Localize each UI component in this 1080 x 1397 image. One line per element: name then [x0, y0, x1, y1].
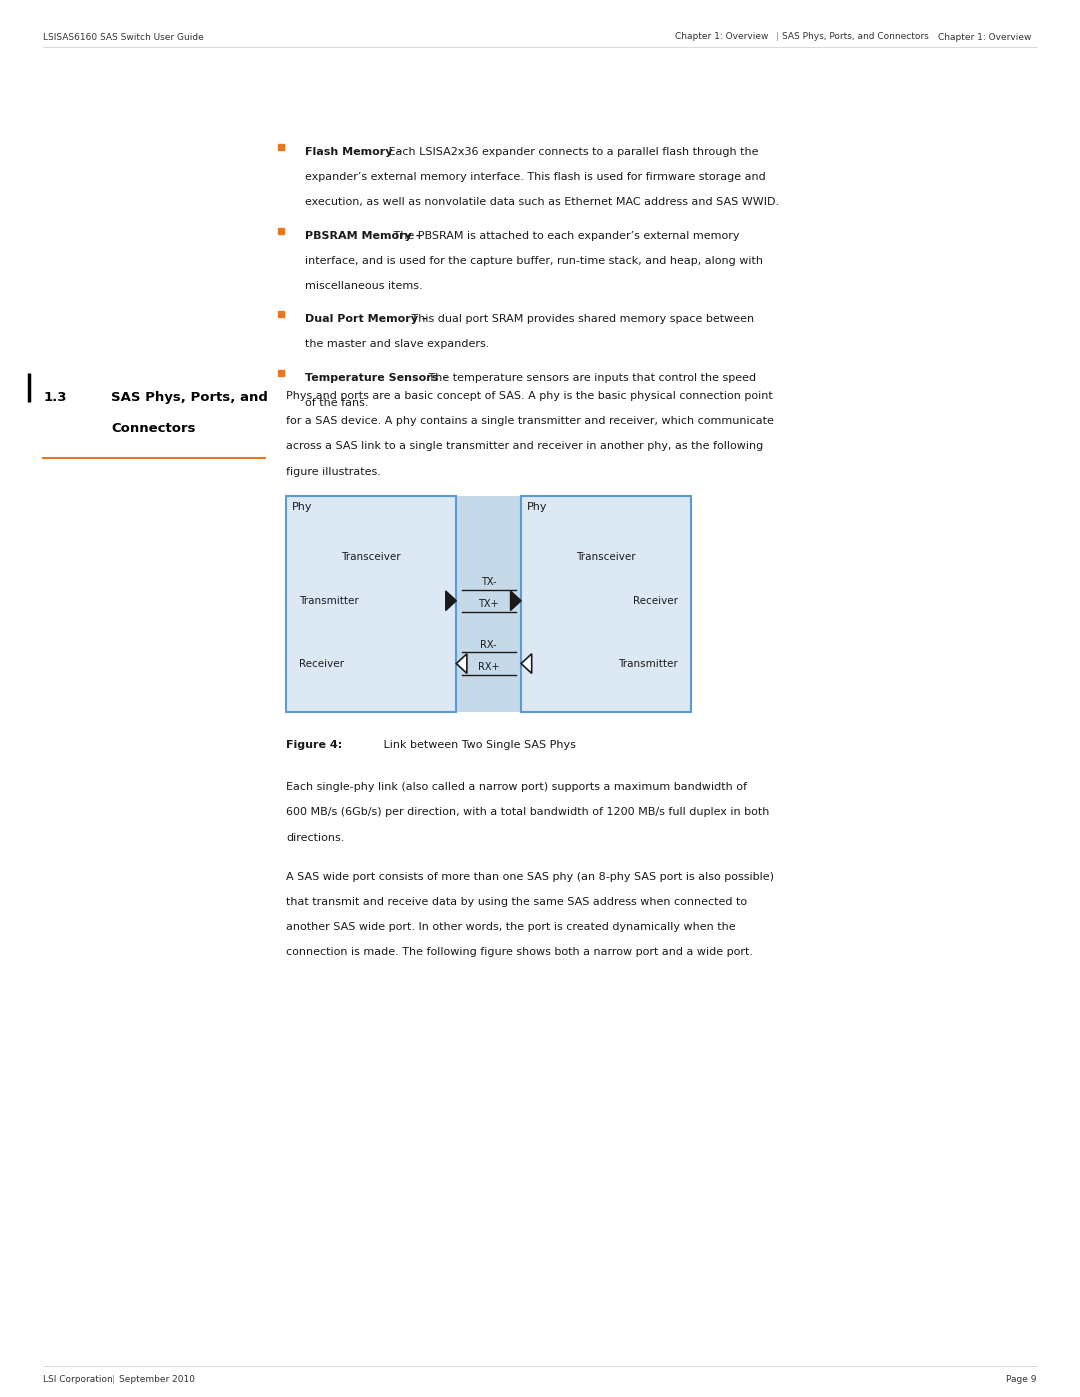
Text: The PBSRAM is attached to each expander’s external memory: The PBSRAM is attached to each expander’…	[391, 231, 740, 240]
Text: Each single-phy link (also called a narrow port) supports a maximum bandwidth of: Each single-phy link (also called a narr…	[286, 782, 747, 792]
Text: |: |	[775, 32, 779, 41]
Polygon shape	[511, 591, 522, 610]
Text: that transmit and receive data by using the same SAS address when connected to: that transmit and receive data by using …	[286, 897, 747, 907]
Polygon shape	[457, 654, 467, 673]
Text: A SAS wide port consists of more than one SAS phy (an 8-phy SAS port is also pos: A SAS wide port consists of more than on…	[286, 872, 774, 882]
Text: Temperature Sensors –: Temperature Sensors –	[305, 373, 447, 383]
Text: This dual port SRAM provides shared memory space between: This dual port SRAM provides shared memo…	[407, 314, 754, 324]
Text: interface, and is used for the capture buffer, run-time stack, and heap, along w: interface, and is used for the capture b…	[305, 256, 762, 265]
FancyBboxPatch shape	[286, 496, 691, 712]
Text: Transmitter: Transmitter	[619, 658, 678, 669]
FancyBboxPatch shape	[286, 496, 457, 712]
Text: Dual Port Memory –: Dual Port Memory –	[305, 314, 427, 324]
Text: connection is made. The following figure shows both a narrow port and a wide por: connection is made. The following figure…	[286, 947, 753, 957]
Text: |: |	[112, 1375, 116, 1383]
Text: Figure 4:: Figure 4:	[286, 740, 342, 750]
Text: TX-: TX-	[481, 577, 497, 587]
Text: of the fans.: of the fans.	[305, 398, 368, 408]
Text: across a SAS link to a single transmitter and receiver in another phy, as the fo: across a SAS link to a single transmitte…	[286, 441, 764, 451]
Text: SAS Phys, Ports, and: SAS Phys, Ports, and	[111, 391, 268, 404]
Text: Transmitter: Transmitter	[299, 595, 359, 606]
Text: Each LSISA2x36 expander connects to a parallel flash through the: Each LSISA2x36 expander connects to a pa…	[384, 147, 758, 156]
Text: directions.: directions.	[286, 833, 345, 842]
Text: Connectors: Connectors	[111, 422, 195, 434]
Text: Phy: Phy	[292, 502, 312, 511]
Text: Link between Two Single SAS Phys: Link between Two Single SAS Phys	[373, 740, 576, 750]
Text: The temperature sensors are inputs that control the speed: The temperature sensors are inputs that …	[424, 373, 756, 383]
Text: Phy: Phy	[527, 502, 546, 511]
FancyBboxPatch shape	[522, 496, 691, 712]
Text: Page 9: Page 9	[1007, 1375, 1037, 1383]
Text: Transceiver: Transceiver	[341, 552, 401, 562]
Text: Phys and ports are a basic concept of SAS. A phy is the basic physical connectio: Phys and ports are a basic concept of SA…	[286, 391, 773, 401]
Text: 600 MB/s (6Gb/s) per direction, with a total bandwidth of 1200 MB/s full duplex : 600 MB/s (6Gb/s) per direction, with a t…	[286, 807, 770, 817]
Polygon shape	[446, 591, 457, 610]
Text: Chapter 1: Overview: Chapter 1: Overview	[937, 34, 1037, 42]
Text: figure illustrates.: figure illustrates.	[286, 467, 381, 476]
Text: Chapter 1: Overview: Chapter 1: Overview	[675, 32, 768, 41]
Text: execution, as well as nonvolatile data such as Ethernet MAC address and SAS WWID: execution, as well as nonvolatile data s…	[305, 197, 779, 207]
Text: 1.3: 1.3	[43, 391, 67, 404]
Polygon shape	[522, 654, 531, 673]
Text: Transceiver: Transceiver	[577, 552, 636, 562]
Text: for a SAS device. A phy contains a single transmitter and receiver, which commun: for a SAS device. A phy contains a singl…	[286, 416, 774, 426]
Text: Flash Memory –: Flash Memory –	[305, 147, 402, 156]
Text: September 2010: September 2010	[119, 1375, 194, 1383]
Text: Receiver: Receiver	[633, 595, 678, 606]
Text: expander’s external memory interface. This flash is used for firmware storage an: expander’s external memory interface. Th…	[305, 172, 766, 182]
Text: LSISAS6160 SAS Switch User Guide: LSISAS6160 SAS Switch User Guide	[43, 34, 204, 42]
Text: SAS Phys, Ports, and Connectors: SAS Phys, Ports, and Connectors	[782, 32, 929, 41]
Text: another SAS wide port. In other words, the port is created dynamically when the: another SAS wide port. In other words, t…	[286, 922, 735, 932]
Text: PBSRAM Memory –: PBSRAM Memory –	[305, 231, 421, 240]
Text: RX-: RX-	[481, 640, 497, 650]
Text: TX+: TX+	[478, 599, 499, 609]
Text: miscellaneous items.: miscellaneous items.	[305, 281, 422, 291]
Text: the master and slave expanders.: the master and slave expanders.	[305, 339, 489, 349]
Text: LSI Corporation: LSI Corporation	[43, 1375, 113, 1383]
Text: RX+: RX+	[478, 662, 499, 672]
Text: Receiver: Receiver	[299, 658, 345, 669]
